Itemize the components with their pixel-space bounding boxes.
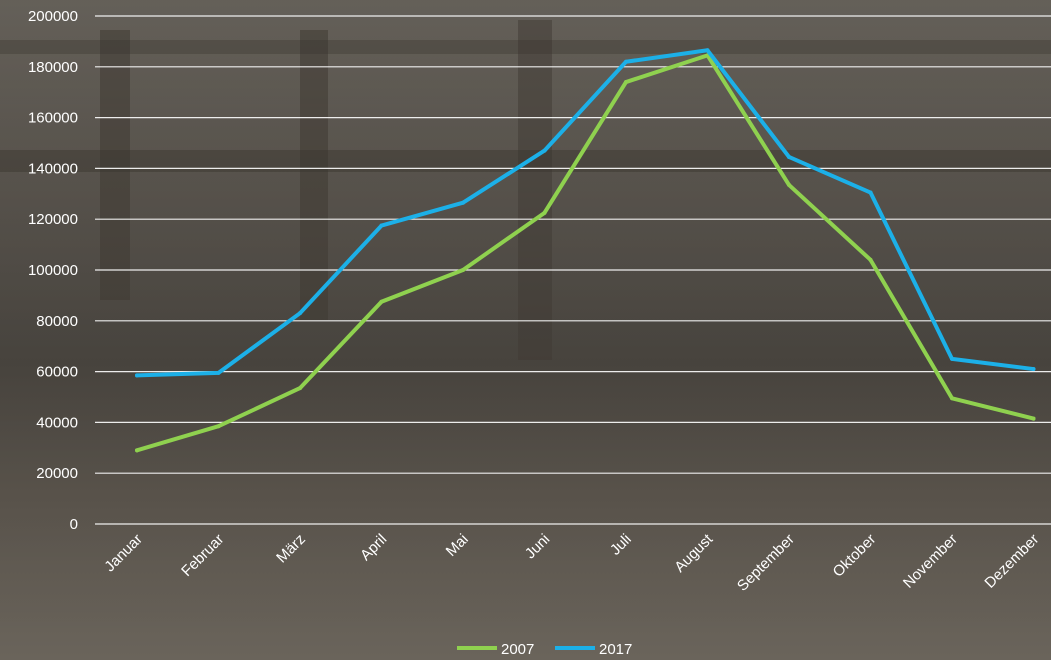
- data-point: [461, 200, 465, 205]
- legend-label: 2017: [599, 641, 632, 658]
- data-point: [216, 370, 221, 375]
- y-tick-label: 40000: [36, 414, 78, 431]
- data-point: [298, 311, 302, 316]
- y-tick-label: 20000: [36, 465, 78, 482]
- data-point: [542, 148, 547, 153]
- data-point: [379, 223, 384, 228]
- legend-label: 2007: [501, 641, 534, 658]
- gridlines: [95, 15, 1051, 525]
- data-point: [379, 299, 384, 304]
- y-tick-label: 200000: [28, 8, 78, 25]
- y-tick-label: 60000: [36, 364, 78, 381]
- series-line-2017: [135, 48, 1036, 378]
- data-point: [787, 154, 791, 159]
- y-tick-label: 140000: [28, 160, 78, 177]
- data-point: [542, 210, 547, 215]
- y-tick-label: 100000: [28, 262, 78, 279]
- y-tick-label: 80000: [36, 313, 78, 330]
- data-point: [1031, 367, 1036, 372]
- data-point: [1031, 416, 1036, 421]
- data-point: [705, 48, 710, 53]
- y-tick-label: 160000: [28, 110, 78, 127]
- data-point: [135, 373, 139, 378]
- data-point: [950, 356, 954, 361]
- data-point: [216, 424, 221, 429]
- data-point: [624, 80, 628, 85]
- data-point: [135, 448, 139, 453]
- legend: 2007 2017: [457, 641, 632, 658]
- y-tick-label: 0: [70, 516, 78, 533]
- y-tick-label: 120000: [28, 211, 78, 228]
- data-point: [624, 59, 628, 64]
- y-axis-ticks: 0 20000 40000 60000 80000 100000 120000 140000 1…: [28, 8, 78, 533]
- data-point: [868, 257, 873, 262]
- series-lines: [135, 48, 1036, 453]
- data-point: [461, 268, 465, 272]
- y-tick-label: 180000: [28, 59, 78, 76]
- data-point: [787, 182, 791, 187]
- data-point: [950, 396, 954, 401]
- series-line-2007: [135, 53, 1036, 453]
- data-point: [868, 190, 873, 195]
- data-point: [298, 386, 302, 391]
